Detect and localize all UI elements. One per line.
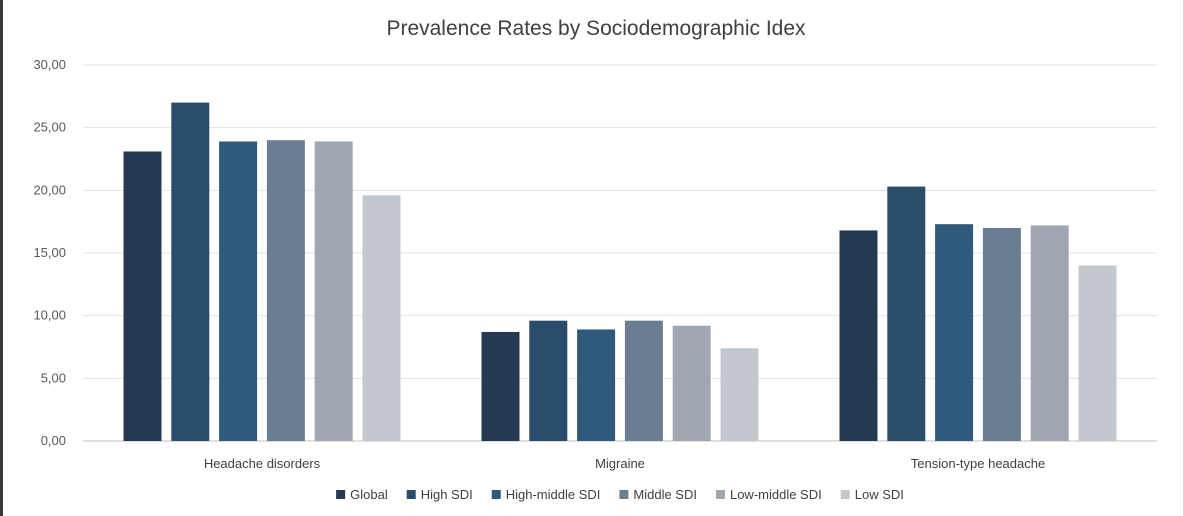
category-label: Migraine <box>595 456 645 471</box>
legend-label-high-middle-sdi: High-middle SDI <box>506 487 601 502</box>
gridlines <box>83 64 1157 442</box>
bar-global-0 <box>123 151 162 442</box>
y-tick-label: 10,00 <box>33 308 66 323</box>
bar-low-middle-sdi-2 <box>1030 225 1069 441</box>
bar-high-sdi-0 <box>171 102 210 441</box>
legend-label-low-sdi: Low SDI <box>855 487 904 502</box>
bar-high-sdi-1 <box>529 320 568 441</box>
bar-middle-sdi-0 <box>266 140 305 441</box>
bar-low-middle-sdi-1 <box>672 325 711 441</box>
bar-high-middle-sdi-2 <box>935 224 974 441</box>
bar-low-sdi-1 <box>720 348 759 441</box>
y-tick-label: 30,00 <box>33 57 66 72</box>
legend-label-low-middle-sdi: Low-middle SDI <box>730 487 822 502</box>
legend-label-global: Global <box>350 487 388 502</box>
legend: Global High SDI High-middle SDI Middle SDI L… <box>336 487 904 502</box>
y-tick-label: 5,00 <box>41 370 66 385</box>
bar-high-sdi-2 <box>887 186 926 441</box>
y-tick-label: 15,00 <box>33 245 66 260</box>
bar-middle-sdi-2 <box>982 227 1021 441</box>
bar-global-1 <box>481 331 520 441</box>
legend-label-middle-sdi: Middle SDI <box>633 487 697 502</box>
bar-low-middle-sdi-0 <box>314 141 353 441</box>
category-labels: Headache disorders Migraine Tension-type h… <box>204 456 1045 471</box>
legend-swatch-high-sdi <box>406 490 416 499</box>
y-axis-ticks: 0,00 5,00 10,00 15,00 20,00 25,00 30,00 <box>33 57 66 448</box>
window-left-edge <box>0 0 3 516</box>
bars <box>123 102 1117 442</box>
legend-swatch-low-sdi <box>840 490 850 499</box>
chart-title: Prevalence Rates by Sociodemographic Ide… <box>386 17 806 40</box>
bar-low-sdi-0 <box>362 195 401 441</box>
legend-swatch-high-middle-sdi <box>491 490 501 499</box>
y-tick-label: 20,00 <box>33 182 66 197</box>
y-tick-label: 0,00 <box>41 433 66 448</box>
y-tick-label: 25,00 <box>33 120 66 135</box>
bar-middle-sdi-1 <box>624 320 663 441</box>
legend-label-high-sdi: High SDI <box>421 487 473 502</box>
bar-high-middle-sdi-1 <box>577 329 616 441</box>
category-label: Headache disorders <box>204 456 321 471</box>
legend-swatch-middle-sdi <box>619 490 629 499</box>
bar-high-middle-sdi-0 <box>219 141 258 441</box>
category-label: Tension-type headache <box>911 456 1045 471</box>
legend-swatch-low-middle-sdi <box>715 490 725 499</box>
bar-low-sdi-2 <box>1078 265 1117 441</box>
bar-global-2 <box>839 230 878 441</box>
legend-swatch-global <box>336 490 346 499</box>
